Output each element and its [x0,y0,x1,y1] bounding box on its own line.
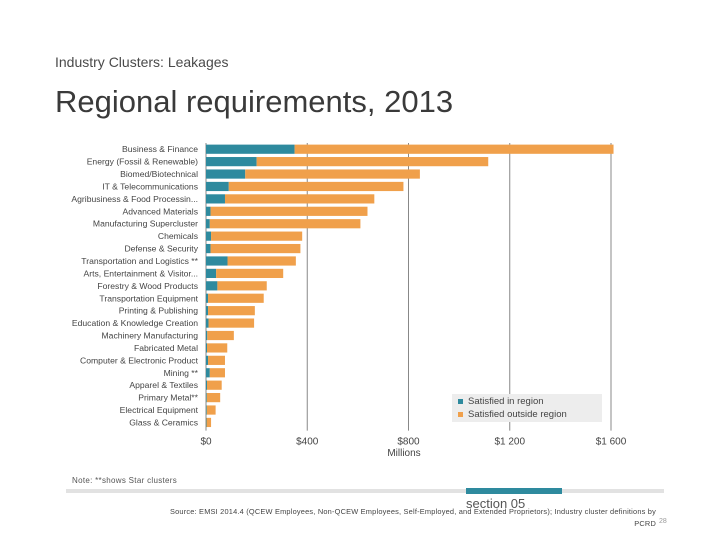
bar-outside-region-2 [245,169,420,179]
bar-outside-region-8 [210,243,301,254]
category-label-7: Chemicals [158,231,198,241]
category-label-19: Apparel & Textiles [129,380,198,390]
bar-outside-region-10 [216,268,284,279]
bar-outside-region-22 [206,417,212,428]
bar-outside-region-17 [208,355,225,365]
category-label-13: Printing & Publishing [119,306,199,316]
footer-divider [66,489,664,493]
bar-outside-region-20 [206,393,221,403]
bar-in-region-14 [206,318,209,328]
category-label-8: Defense & Security [124,244,198,254]
bar-outside-region-1 [256,157,489,167]
category-label-11: Forestry & Wood Products [97,281,198,291]
section-kicker: Industry Clusters: Leakages [55,54,229,70]
footnote: Note: **shows Star clusters [72,476,178,485]
bar-outside-region-15 [207,330,234,341]
bar-outside-region-7 [211,231,303,241]
x-tick-label-4: $1 600 [596,437,627,448]
page-number: 28 [659,518,667,525]
bar-in-region-13 [206,306,209,316]
bar-in-region-2 [206,169,246,179]
category-label-20: Primary Metal** [138,393,198,403]
category-label-5: Advanced Materials [123,206,198,216]
footer-divider-accent [466,488,562,494]
bar-in-region-15 [206,330,208,341]
x-tick-label-2: $800 [397,437,420,448]
category-label-3: IT & Telecommunications [102,181,198,191]
category-label-21: Electrical Equipment [120,405,199,415]
bar-in-region-21 [206,405,207,415]
bar-in-region-11 [206,281,218,291]
category-label-10: Arts, Entertainment & Visitor... [84,268,198,278]
bar-in-region-20 [206,393,207,403]
bar-in-region-10 [206,268,217,279]
bar-in-region-4 [206,194,225,204]
category-label-14: Education & Knowledge Creation [72,318,198,328]
bar-outside-region-5 [210,206,368,216]
bar-outside-region-13 [208,306,255,316]
category-label-12: Transportation Equipment [99,293,198,303]
bar-outside-region-6 [209,219,361,229]
section-label: section 05 [466,496,526,511]
bar-in-region-9 [206,256,228,266]
x-axis-label: Millions [387,448,421,459]
category-label-22: Glass & Ceramics [129,417,198,427]
legend-item-outside-region: Satisfied outside region [458,409,567,420]
legend-swatch-outside-region [458,412,463,417]
bar-outside-region-9 [227,256,296,266]
category-label-18: Mining ** [164,368,199,378]
x-tick-label-0: $0 [200,437,212,448]
bar-in-region-12 [206,293,209,303]
category-label-15: Machinery Manufacturing [102,331,199,341]
legend-swatch-in-region [458,399,463,404]
x-tick-label-3: $1 200 [494,437,525,448]
category-label-6: Manufacturing Supercluster [93,219,198,229]
category-label-17: Computer & Electronic Product [80,355,199,365]
bar-in-region-5 [206,206,211,216]
bar-outside-region-14 [208,318,255,328]
bar-outside-region-21 [206,405,216,415]
bar-in-region-18 [206,368,210,378]
category-label-0: Business & Finance [122,144,198,154]
page-title: Regional requirements, 2013 [55,84,454,119]
bar-outside-region-0 [294,144,614,154]
category-label-9: Transportation and Logistics ** [81,256,198,266]
legend-item-in-region: Satisfied in region [458,396,544,407]
bar-outside-region-18 [209,368,225,378]
bar-outside-region-19 [207,380,222,390]
category-label-4: Agribusiness & Food Processin... [71,194,198,204]
bar-outside-region-16 [207,343,228,353]
bar-in-region-0 [206,144,295,154]
chart-legend: Satisfied in region Satisfied outside re… [452,394,602,422]
bar-in-region-22 [206,417,207,428]
bar-outside-region-12 [208,293,264,303]
category-label-2: Biomed/Biotechnical [120,169,198,179]
bar-in-region-1 [206,157,257,167]
bar-in-region-7 [206,231,212,241]
category-label-16: Fabricated Metal [134,343,198,353]
category-label-1: Energy (Fossil & Renewable) [87,157,198,167]
bar-in-region-3 [206,181,229,192]
bar-in-region-19 [206,380,208,390]
bar-in-region-8 [206,243,211,254]
bar-in-region-16 [206,343,208,353]
bar-outside-region-11 [217,281,267,291]
bar-outside-region-4 [224,194,375,204]
source-citation: Source: EMSI 2014.4 (QCEW Employees, Non… [169,507,656,528]
legend-label-in-region: Satisfied in region [468,396,544,407]
bar-outside-region-3 [228,181,404,192]
bar-in-region-17 [206,355,209,365]
bar-in-region-6 [206,219,210,229]
x-tick-label-1: $400 [296,437,319,448]
legend-label-outside-region: Satisfied outside region [468,409,567,420]
